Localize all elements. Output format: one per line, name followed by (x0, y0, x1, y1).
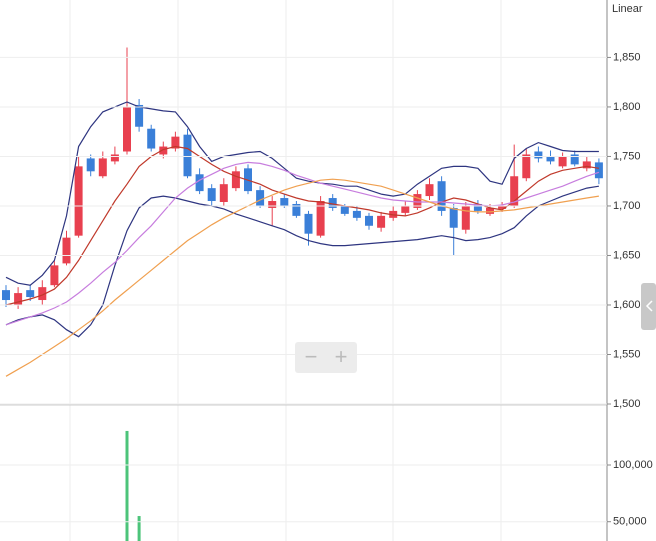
candle-body (510, 176, 519, 206)
candle-body (594, 162, 603, 179)
scale-label: Linear (612, 3, 643, 15)
indicator-line (5, 161, 600, 326)
candle-body (413, 194, 422, 208)
candle-body (159, 146, 168, 155)
chevron (645, 300, 653, 312)
candle-body (62, 237, 71, 264)
candle-body (340, 205, 349, 214)
candle-body (546, 156, 555, 162)
candle-body (98, 158, 107, 177)
candle-body (473, 203, 482, 211)
candle-body (231, 171, 240, 189)
y-tick-label: 1,850 (613, 51, 641, 63)
vertical-grid (69, 0, 502, 541)
y-tick-label: 100,000 (613, 459, 653, 471)
candle-body (147, 128, 156, 149)
candle-body (522, 154, 531, 179)
candle-body (280, 198, 289, 206)
candle-body (498, 205, 507, 209)
zoom-control[interactable]: − + (295, 342, 357, 373)
candle-body (171, 136, 180, 149)
candle-body (328, 198, 337, 208)
y-tick-label: 1,500 (613, 398, 641, 410)
zoom-in[interactable]: + (335, 344, 348, 369)
indicator-line (5, 145, 599, 306)
candle-body (558, 156, 567, 167)
candle-body (292, 203, 301, 216)
candle-body (365, 215, 373, 226)
candle-body (86, 158, 95, 172)
indicator-line (5, 178, 599, 377)
candle-body (2, 290, 10, 301)
volume-bar (137, 516, 141, 541)
candle-body (50, 265, 59, 286)
zoom-out[interactable]: − (305, 344, 318, 369)
y-tick-label: 1,700 (613, 200, 641, 212)
candle-body (207, 188, 216, 202)
candle-body (219, 184, 228, 202)
indicator-line (5, 185, 599, 338)
candle-body (582, 161, 591, 169)
side-tab[interactable] (641, 283, 656, 330)
candle-body (304, 213, 313, 234)
candle-body (486, 207, 494, 214)
y-tick-label: 1,600 (613, 299, 641, 311)
candle-body (316, 201, 325, 236)
candle-body (534, 151, 543, 159)
candle-body (38, 287, 47, 301)
y-tick-label: 1,750 (613, 150, 641, 162)
candle-body (449, 207, 458, 228)
y-tick-label: 1,800 (613, 101, 641, 113)
y-tick-label: 50,000 (613, 516, 647, 528)
y-tick-label: 1,650 (613, 249, 641, 261)
candle-body (377, 215, 386, 228)
indicator-line (5, 101, 599, 286)
price-pane (2, 47, 603, 377)
candle-body (425, 184, 434, 197)
candle-body (14, 293, 23, 305)
candle-body (123, 106, 131, 152)
candle-body (268, 201, 277, 208)
candle-body (352, 210, 361, 218)
candle-body (401, 205, 410, 213)
candle-body (183, 134, 192, 177)
y-tick-label: 1,550 (613, 348, 641, 360)
volume-bar (125, 430, 129, 541)
candle-body (74, 166, 83, 236)
candle-body (135, 104, 144, 127)
candle-body (256, 190, 265, 206)
candle-body (437, 181, 446, 211)
volume-pane (125, 430, 141, 541)
candle-body (110, 154, 119, 162)
candle-body (195, 174, 204, 192)
candle-body (26, 290, 35, 298)
candle-body (570, 154, 579, 165)
candle-body (461, 205, 470, 230)
zoom-box (295, 342, 357, 373)
